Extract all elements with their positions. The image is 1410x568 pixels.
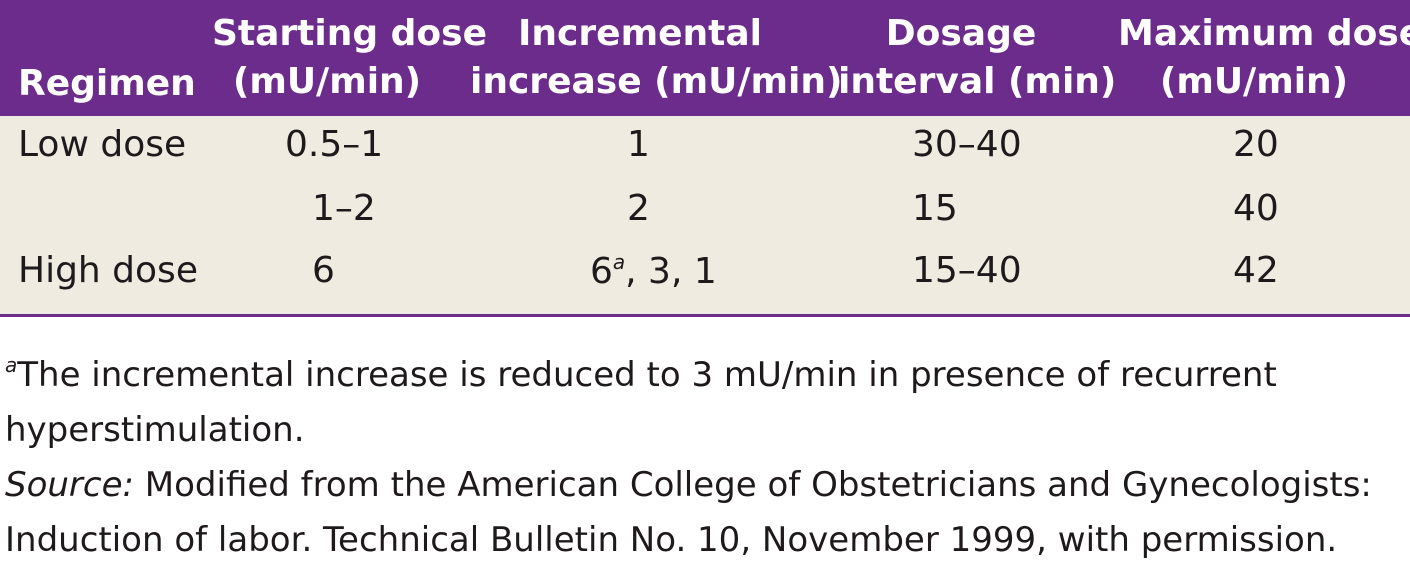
table-header: Regimen Starting dose (mU/min) Increment…: [0, 0, 1410, 116]
cell-dosage-interval: 30–40: [912, 124, 1022, 165]
header-starting-dose-line1: Starting dose: [212, 13, 488, 54]
header-dosage-interval-line2: interval (min): [838, 61, 1117, 102]
table-body: Low dose 0.5–1 1 30–40 20 1–2 2 15 40 Hi…: [0, 116, 1410, 317]
cell-dosage-interval: 15: [912, 188, 958, 229]
table-notes: aThe incremental increase is reduced to …: [5, 338, 1372, 568]
cell-regimen: High dose: [18, 250, 198, 291]
header-maximum-dose: Maximum dose (mU/min): [1118, 10, 1410, 106]
header-maximum-dose-line2: (mU/min): [1159, 61, 1349, 102]
cell-starting-dose: 6: [312, 250, 335, 291]
oxytocin-regimen-table: Regimen Starting dose (mU/min) Increment…: [0, 0, 1410, 317]
header-starting-dose: Starting dose (mU/min): [212, 10, 488, 106]
header-regimen: Regimen: [18, 60, 196, 108]
cell-maximum-dose: 20: [1233, 124, 1279, 165]
header-regimen-label: Regimen: [18, 63, 196, 104]
header-dosage-interval: Dosage interval (min): [838, 10, 1117, 106]
source-text: Modified from the American College of Ob…: [133, 465, 1372, 505]
source-label: Source:: [5, 465, 134, 505]
increment-value: 6: [590, 251, 613, 292]
cell-maximum-dose: 40: [1233, 188, 1279, 229]
cell-maximum-dose: 42: [1233, 250, 1279, 291]
footnote-text: The incremental increase is reduced to 3…: [17, 355, 1277, 395]
cell-regimen: Low dose: [18, 124, 187, 165]
cell-starting-dose: 1–2: [312, 188, 376, 229]
footnote-line1: aThe incremental increase is reduced to …: [5, 338, 1372, 403]
header-incremental-line1: Incremental: [518, 13, 762, 54]
source-line1: Source: Modified from the American Colle…: [5, 458, 1372, 513]
header-incremental-line2: increase (mU/min): [470, 61, 843, 102]
source-line2: Induction of labor. Technical Bulletin N…: [5, 520, 1338, 560]
cell-starting-dose: 0.5–1: [285, 124, 384, 165]
cell-dosage-interval: 15–40: [912, 250, 1022, 291]
header-starting-dose-line2: (mU/min): [232, 61, 422, 102]
header-dosage-interval-line1: Dosage: [885, 13, 1037, 54]
cell-incremental-increase: 1: [627, 124, 650, 165]
footnote-mark: a: [5, 353, 18, 377]
footnote-line2: hyperstimulation.: [5, 410, 305, 450]
increment-rest: , 3, 1: [625, 251, 717, 292]
header-incremental-increase: Incremental increase (mU/min): [470, 10, 843, 106]
header-maximum-dose-line1: Maximum dose: [1118, 13, 1410, 54]
footnote-marker: a: [612, 250, 626, 274]
cell-incremental-increase: 6a, 3, 1: [590, 250, 717, 292]
cell-incremental-increase: 2: [627, 188, 650, 229]
